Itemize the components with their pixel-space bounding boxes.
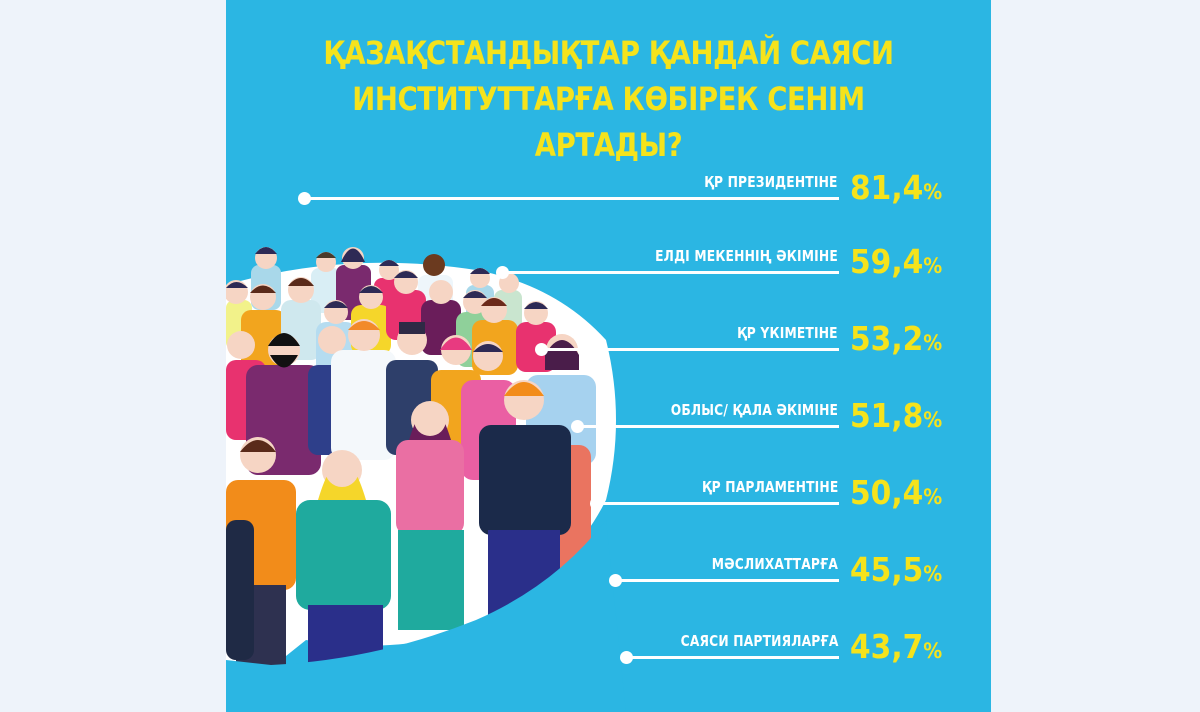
leader-line	[541, 348, 839, 351]
row-label: САЯСИ ПАРТИЯЛАРҒА	[680, 632, 838, 650]
row-value: 45,5%	[850, 550, 943, 589]
row-label: ОБЛЫС/ ҚАЛА ӘКІМІНЕ	[670, 401, 838, 419]
row-value: 59,4%	[850, 242, 943, 281]
row-value: 51,8%	[850, 396, 943, 435]
data-row-president: ҚР ПРЕЗИДЕНТІНЕ 81,4%	[226, 168, 991, 211]
leader-line	[615, 579, 839, 582]
row-value: 43,7%	[850, 627, 943, 666]
row-label: МӘСЛИХАТТАРҒА	[711, 555, 838, 573]
chart-title: ҚАЗАҚСТАНДЫҚТАР ҚАНДАЙ САЯСИ ИНСТИТУТТАР…	[280, 30, 938, 168]
crowd-illustration-icon	[226, 247, 626, 712]
leader-line	[577, 425, 839, 428]
leader-line	[304, 197, 839, 200]
data-row-parties: САЯСИ ПАРТИЯЛАРҒА 43,7%	[226, 627, 991, 670]
row-value: 50,4%	[850, 473, 943, 512]
title-line-2: ИНСТИТУТТАРҒА КӨБІРЕК СЕНІМ АРТАДЫ?	[352, 80, 865, 164]
row-label: ҚР ҮКІМЕТІНЕ	[737, 324, 838, 342]
leader-line	[626, 656, 839, 659]
data-row-regional-akim: ОБЛЫС/ ҚАЛА ӘКІМІНЕ 51,8%	[226, 396, 991, 439]
infographic-panel: ҚАЗАҚСТАНДЫҚТАР ҚАНДАЙ САЯСИ ИНСТИТУТТАР…	[226, 0, 991, 712]
data-row-government: ҚР ҮКІМЕТІНЕ 53,2%	[226, 319, 991, 362]
row-label: ЕЛДІ МЕКЕННІҢ ӘКІМІНЕ	[655, 247, 838, 265]
leader-line	[596, 502, 839, 505]
data-row-local-akim: ЕЛДІ МЕКЕННІҢ ӘКІМІНЕ 59,4%	[226, 242, 991, 285]
title-line-1: ҚАЗАҚСТАНДЫҚТАР ҚАНДАЙ САЯСИ	[323, 34, 894, 72]
row-value: 53,2%	[850, 319, 943, 358]
data-row-parliament: ҚР ПАРЛАМЕНТІНЕ 50,4%	[226, 473, 991, 516]
leader-line	[502, 271, 839, 274]
row-value: 81,4%	[850, 168, 943, 207]
row-label: ҚР ПРЕЗИДЕНТІНЕ	[704, 173, 838, 191]
data-row-maslikhats: МӘСЛИХАТТАРҒА 45,5%	[226, 550, 991, 593]
row-label: ҚР ПАРЛАМЕНТІНЕ	[701, 478, 838, 496]
